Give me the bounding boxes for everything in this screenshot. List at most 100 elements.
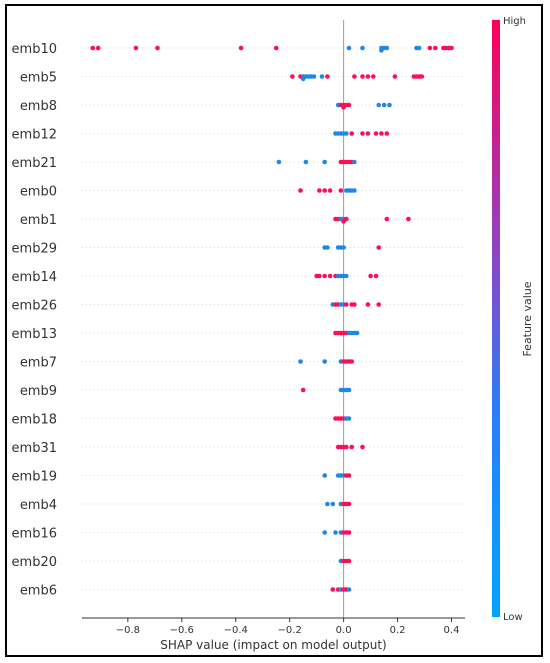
shap-point (290, 74, 295, 79)
shap-point (376, 102, 382, 108)
feature-label: emb8 (20, 99, 57, 114)
shap-point (346, 102, 352, 108)
shap-point (419, 74, 425, 79)
shap-point (376, 302, 382, 307)
x-tick-label: −0.6 (170, 625, 194, 636)
shap-point (373, 273, 379, 279)
shap-point (333, 530, 338, 535)
shap-point (392, 74, 398, 79)
shap-point (322, 188, 328, 193)
shap-point (360, 74, 365, 79)
shap-point (352, 159, 357, 165)
shap-point (311, 74, 317, 79)
shap-point (346, 501, 352, 507)
shap-point (155, 45, 160, 51)
shap-point (344, 216, 349, 222)
feature-label: emb4 (20, 498, 57, 513)
shap-point (322, 359, 328, 364)
colorbar-title: Feature value (521, 281, 534, 356)
shap-point (346, 587, 352, 592)
feature-label: emb18 (12, 413, 57, 428)
x-tick-label: −0.4 (224, 625, 248, 636)
shap-point (276, 159, 282, 165)
colorbar-gradient (492, 20, 500, 617)
x-tick-label: 0.0 (336, 625, 352, 636)
colorbar-high-label: High (503, 16, 526, 27)
shap-point (449, 45, 454, 51)
shap-point (360, 444, 365, 450)
shap-point (303, 159, 309, 165)
shap-point (325, 245, 330, 250)
feature-label: emb31 (12, 441, 57, 456)
x-tick-label: 0.2 (390, 625, 406, 636)
shap-point (298, 359, 303, 364)
shap-point (273, 45, 279, 51)
shap-point (90, 45, 96, 51)
shap-point (95, 45, 101, 51)
shap-point (379, 131, 384, 136)
shap-point (406, 216, 411, 222)
shap-point (365, 302, 371, 307)
shap-point (341, 245, 346, 250)
shap-point (344, 273, 349, 279)
shap-point (322, 273, 328, 279)
feature-label: emb0 (20, 185, 57, 200)
x-tick-label: 0.4 (444, 625, 460, 636)
shap-points (90, 45, 454, 592)
feature-label: emb21 (12, 156, 57, 171)
shap-point (416, 45, 422, 51)
feature-label: emb13 (12, 327, 57, 342)
shap-point (381, 102, 387, 108)
shap-point (360, 131, 365, 136)
shap-point (346, 473, 352, 478)
shap-point (317, 188, 322, 193)
feature-label: emb14 (12, 270, 57, 285)
shap-point (376, 245, 382, 250)
shap-point (344, 131, 349, 136)
shap-point (433, 45, 438, 51)
feature-label: emb7 (20, 356, 57, 371)
shap-point (346, 45, 352, 51)
x-tick-label: −0.2 (278, 625, 302, 636)
shap-point (346, 416, 352, 421)
shap-point (319, 74, 325, 79)
shap-point (338, 188, 344, 193)
shap-point (349, 131, 355, 136)
shap-point (325, 501, 330, 507)
shap-point (344, 444, 349, 450)
colorbar-low-label: Low (503, 612, 523, 623)
shap-point (349, 359, 355, 364)
feature-label: emb20 (12, 555, 57, 570)
feature-label: emb16 (12, 527, 57, 542)
shap-point (352, 188, 357, 193)
shap-point (298, 188, 303, 193)
shap-point (133, 45, 139, 51)
shap-point (300, 387, 306, 393)
shap-point (317, 273, 322, 279)
feature-label: emb5 (20, 71, 57, 86)
x-tick-label: −0.8 (116, 625, 140, 636)
shap-point (368, 273, 373, 279)
x-axis: −0.8 −0.6 −0.4 −0.2 0.0 0.2 0.4 (82, 617, 465, 636)
shap-point (344, 302, 349, 307)
feature-label: emb10 (12, 42, 57, 57)
shap-point (325, 74, 330, 79)
shap-point (373, 131, 379, 136)
feature-label: emb1 (20, 213, 57, 228)
shap-point (349, 444, 355, 450)
shap-point (352, 302, 357, 307)
shap-point (346, 530, 352, 535)
feature-label: emb12 (12, 128, 57, 143)
figure-frame (5, 4, 543, 657)
shap-point (427, 45, 433, 51)
shap-point (238, 45, 244, 51)
shap-point (346, 558, 352, 564)
feature-label: emb26 (12, 299, 57, 314)
feature-rows: emb10 emb5 emb8 emb12 emb21 emb0 emb1 emb29 emb1… (12, 42, 465, 599)
feature-label: emb9 (20, 384, 57, 399)
shap-point (384, 45, 390, 51)
shap-point (365, 131, 371, 136)
x-axis-title: SHAP value (impact on model output) (160, 638, 387, 652)
shap-point (327, 188, 333, 193)
feature-label: emb29 (12, 242, 57, 257)
